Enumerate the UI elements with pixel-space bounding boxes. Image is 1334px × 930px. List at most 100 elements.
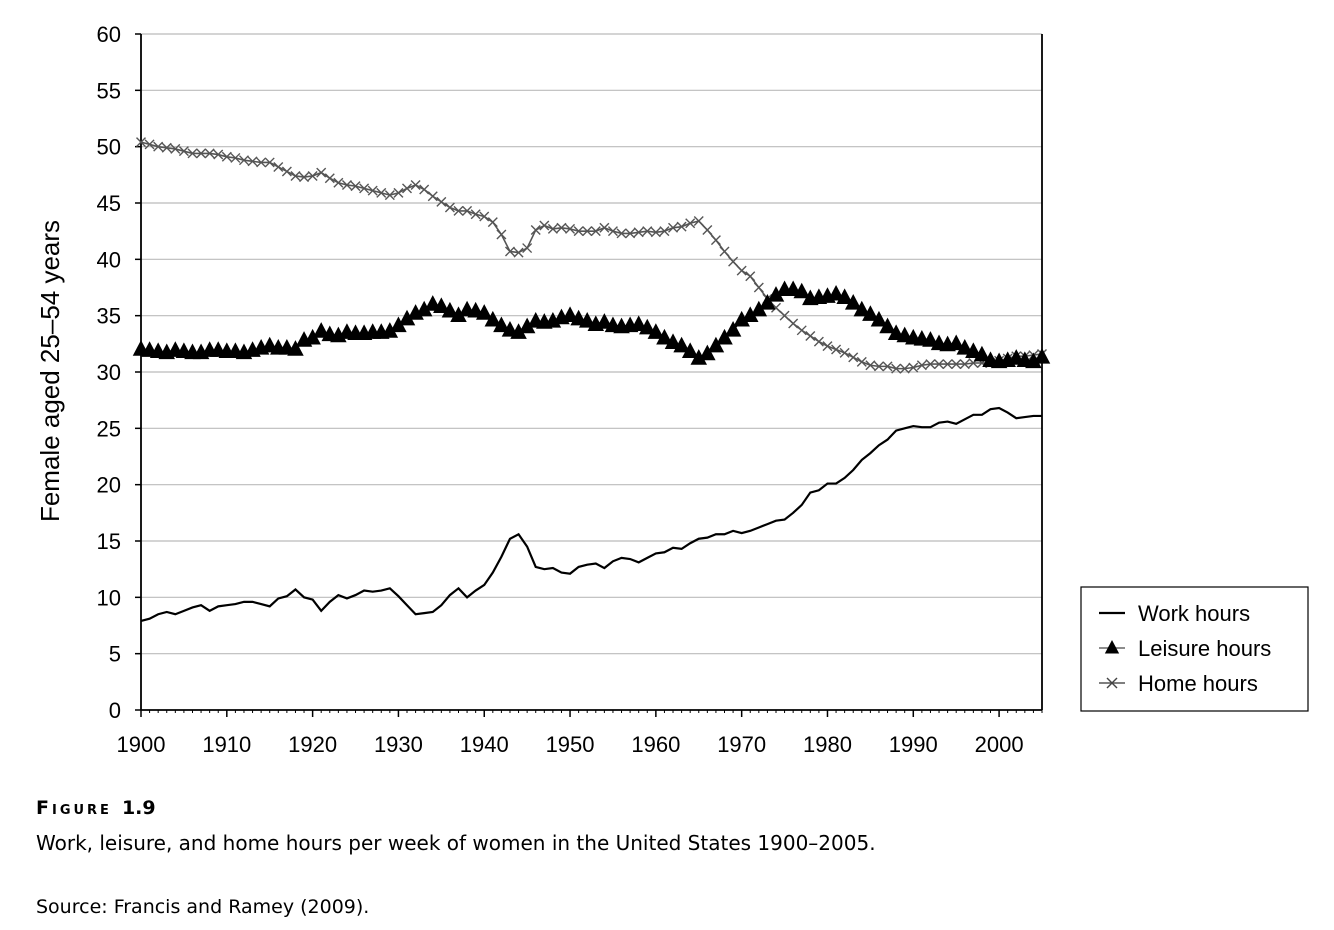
data-point (710, 235, 721, 246)
data-point (779, 310, 790, 321)
data-point (522, 243, 533, 254)
x-tick-label: 1910 (202, 732, 251, 757)
data-point (479, 211, 490, 222)
figure-number: 1.9 (121, 797, 156, 819)
data-point (793, 282, 810, 299)
series-home-hours (136, 137, 1047, 374)
data-point (805, 330, 816, 341)
data-point (312, 322, 330, 338)
data-point (590, 226, 601, 237)
y-tick-label: 10 (97, 585, 121, 610)
data-point (673, 336, 690, 353)
y-tick-label: 55 (97, 78, 121, 103)
data-point (899, 363, 910, 374)
legend-label: Home hours (1138, 671, 1258, 696)
series-leisure-hours (132, 280, 1051, 369)
legend-label: Leisure hours (1138, 636, 1271, 661)
y-tick-label: 5 (109, 642, 121, 667)
figure-label-word: Figure (36, 797, 112, 819)
x-tick-label: 1940 (460, 732, 509, 757)
data-point (273, 161, 284, 172)
data-point (196, 148, 207, 159)
data-point (398, 309, 416, 326)
y-tick-label: 20 (97, 473, 121, 498)
x-tick-label: 1920 (288, 732, 337, 757)
data-point (813, 336, 824, 347)
legend-marker (1106, 677, 1118, 689)
chart: 0 5 10 15 20 25 30 35 40 45 50 55 60 1900 1910 1920 1930… (35, 22, 1309, 757)
data-point (487, 217, 498, 228)
data-point (493, 316, 510, 333)
legend-label: Work hours (1138, 601, 1250, 626)
data-point (934, 359, 945, 370)
data-point (707, 336, 725, 353)
data-point (281, 166, 292, 177)
data-point (436, 196, 447, 207)
data-point (247, 156, 258, 167)
data-point (496, 229, 507, 240)
data-point (410, 179, 421, 190)
data-point (510, 323, 527, 339)
data-point (965, 342, 982, 359)
data-point (848, 352, 859, 363)
data-point (341, 179, 352, 190)
data-point (642, 226, 653, 237)
data-point (390, 316, 407, 333)
data-point (518, 317, 536, 334)
data-point (856, 356, 867, 367)
y-tick-label: 35 (97, 304, 121, 329)
data-point (384, 190, 395, 201)
data-point (376, 187, 387, 198)
data-point (221, 151, 232, 162)
x-tick-label: 1970 (717, 732, 766, 757)
data-point (599, 222, 610, 233)
data-point (664, 333, 682, 350)
data-point (359, 183, 370, 194)
data-point (204, 148, 215, 159)
data-point (178, 146, 189, 157)
data-point (607, 226, 618, 237)
data-point (393, 187, 404, 198)
data-point (865, 360, 876, 371)
y-axis-label: Female aged 25–54 years (35, 220, 65, 522)
data-point (879, 317, 896, 334)
series-line (140, 141, 1043, 370)
data-point (908, 362, 919, 373)
data-point (956, 339, 974, 355)
legend-item: Leisure hours (1099, 636, 1271, 661)
series-line (140, 406, 1042, 623)
data-point (839, 347, 850, 358)
y-tick-label: 40 (97, 247, 121, 272)
data-point (350, 181, 361, 192)
data-point (504, 246, 515, 257)
y-tick-label: 50 (97, 135, 121, 160)
data-point (639, 318, 656, 335)
x-tick-label: 1930 (374, 732, 423, 757)
data-point (1033, 348, 1051, 364)
x-tick-label: 1980 (803, 732, 852, 757)
data-point (616, 228, 627, 239)
gridlines (141, 33, 1042, 655)
data-point (230, 152, 241, 163)
data-point (959, 359, 970, 370)
data-point (656, 328, 673, 345)
data-point (462, 205, 473, 216)
data-point (307, 170, 318, 181)
data-point (822, 341, 833, 352)
data-point (719, 246, 730, 257)
y-tick-label: 0 (109, 698, 121, 723)
legend: Work hours Leisure hours Home hours (1080, 586, 1309, 712)
data-point (381, 322, 399, 338)
data-point (733, 310, 750, 327)
series-work-hours (140, 406, 1042, 623)
data-point (668, 222, 679, 233)
data-point (441, 301, 459, 318)
data-point (290, 170, 301, 181)
data-point (745, 271, 756, 282)
data-point (367, 185, 378, 196)
data-point (153, 141, 164, 152)
data-point (693, 216, 704, 227)
data-point (630, 315, 647, 331)
x-tick-label: 1950 (546, 732, 595, 757)
data-point (475, 304, 493, 320)
